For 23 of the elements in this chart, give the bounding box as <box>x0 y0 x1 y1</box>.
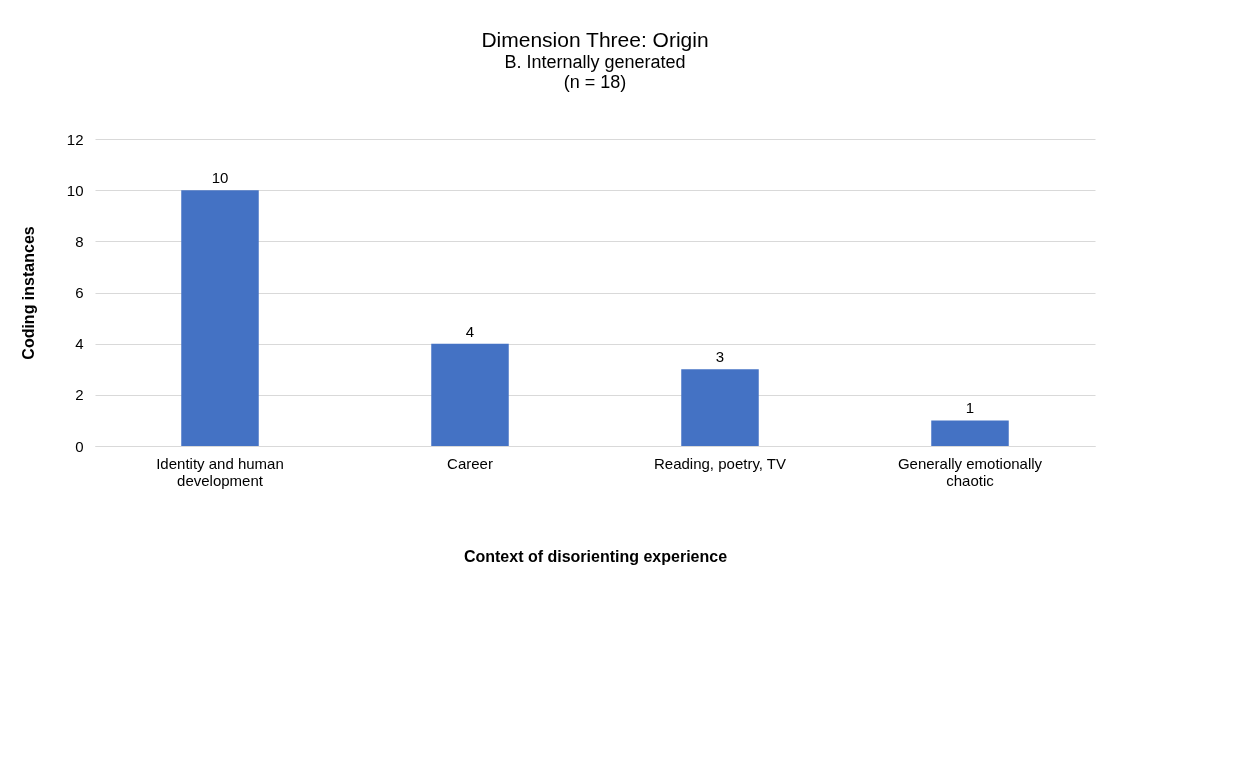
data-label: 3 <box>715 348 725 366</box>
y-tick-label: 12 <box>66 130 84 148</box>
bar <box>431 343 509 446</box>
data-label: 1 <box>965 399 975 417</box>
data-label: 10 <box>211 169 229 187</box>
y-tick-label: 4 <box>75 335 84 353</box>
chart-subtitle: B. Internally generated (n = 18) <box>504 52 686 92</box>
y-tick-label: 10 <box>66 181 84 199</box>
x-tick-label: Generally emotionally chaotic <box>897 454 1043 489</box>
x-axis-title: Context of disorienting experience <box>463 547 728 565</box>
data-label: 4 <box>465 322 475 340</box>
y-tick-label: 8 <box>75 232 84 250</box>
x-tick-label: Career <box>447 454 493 472</box>
chart-title: Dimension Three: Origin <box>481 28 709 51</box>
y-tick-label: 6 <box>75 284 84 301</box>
bar <box>181 190 259 446</box>
bar <box>681 369 759 446</box>
x-tick-label: Identity and human development <box>156 454 284 489</box>
bar <box>931 420 1009 446</box>
y-tick-label: 0 <box>75 437 84 455</box>
y-tick-label: 2 <box>75 386 84 404</box>
y-axis-title: Coding instances <box>19 226 37 360</box>
x-tick-label: Reading, poetry, TV <box>653 454 787 472</box>
